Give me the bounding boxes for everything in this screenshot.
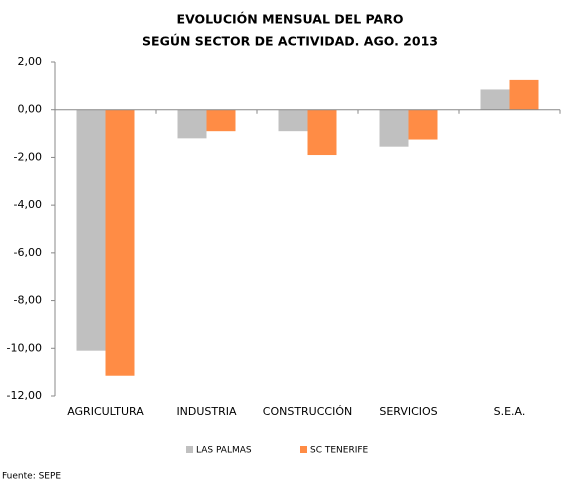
- chart-title: SEGÚN SECTOR DE ACTIVIDAD. AGO. 2013: [142, 34, 438, 49]
- bar: [76, 109, 106, 351]
- legend-swatch: [186, 446, 193, 453]
- x-tick-label: S.E.A.: [494, 405, 526, 418]
- x-tick-label: AGRICULTURA: [67, 405, 144, 418]
- bar: [408, 109, 438, 140]
- y-tick-label: 2,00: [18, 55, 43, 68]
- bar: [379, 109, 409, 147]
- bar: [177, 109, 207, 139]
- chart-title: EVOLUCIÓN MENSUAL DEL PARO: [177, 12, 404, 27]
- y-tick-label: -12,00: [7, 389, 42, 402]
- bar: [278, 109, 308, 132]
- x-tick-label: SERVICIOS: [379, 405, 437, 418]
- bar: [206, 109, 236, 132]
- source-note: Fuente: SEPE: [2, 472, 61, 480]
- y-tick-label: 0,00: [18, 103, 43, 116]
- x-tick-label: INDUSTRIA: [176, 405, 237, 418]
- x-tick-label: CONSTRUCCIÓN: [263, 405, 352, 418]
- y-tick-label: -2,00: [14, 150, 42, 163]
- y-tick-label: -10,00: [7, 341, 42, 354]
- y-tick-label: -8,00: [14, 294, 42, 307]
- legend-label: LAS PALMAS: [196, 446, 252, 456]
- bar: [105, 109, 135, 376]
- y-tick-label: -4,00: [14, 198, 42, 211]
- y-tick-label: -6,00: [14, 246, 42, 259]
- bar: [307, 109, 337, 156]
- legend-label: SC TENERIFE: [310, 446, 369, 456]
- bar: [509, 79, 539, 110]
- legend-swatch: [300, 446, 307, 453]
- bar: [480, 89, 510, 110]
